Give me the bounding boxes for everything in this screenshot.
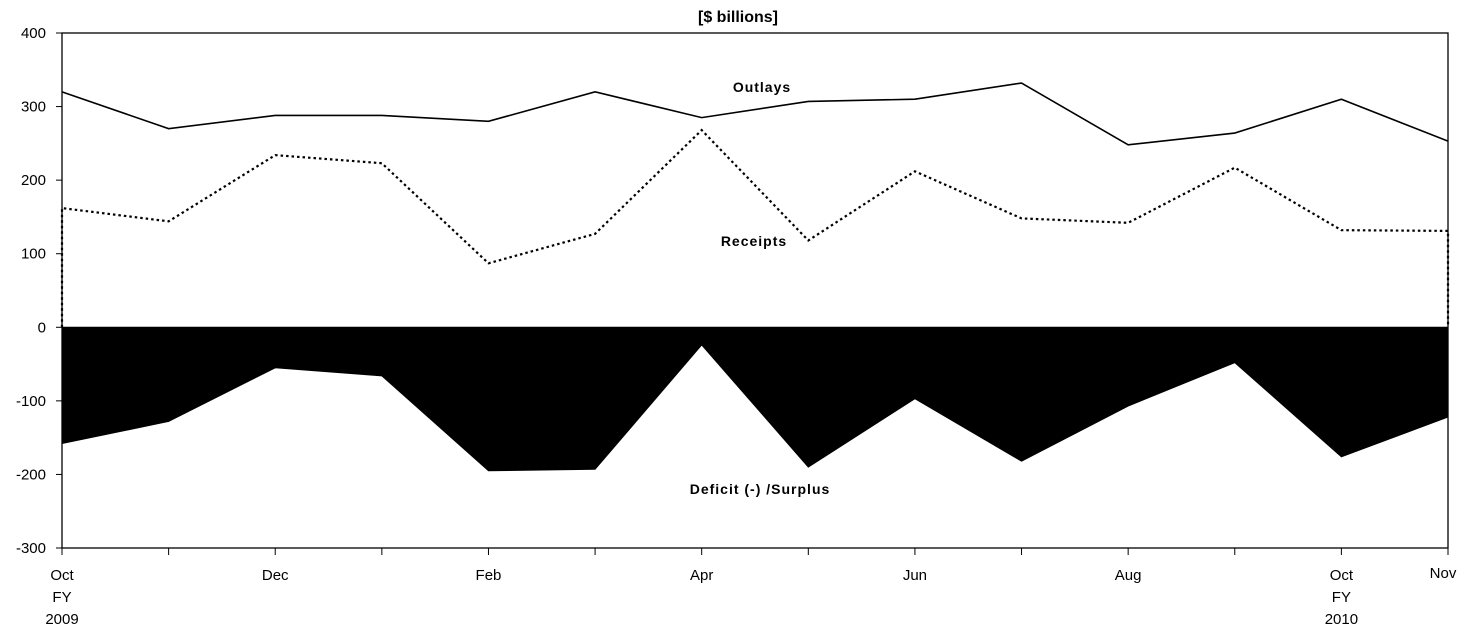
x-tick-label: Nov [1430,565,1457,582]
x-tick-label: Jun [903,567,927,584]
receipts-label: Receipts [721,233,787,249]
x-tick-label: Apr [690,567,713,584]
y-tick-label: -300 [16,540,46,557]
x-tick-label: 2010 [1325,611,1358,628]
y-tick-label: -200 [16,466,46,483]
x-tick-label: Aug [1115,567,1142,584]
y-tick-label: -100 [16,393,46,410]
y-tick-label: 100 [21,246,46,263]
y-tick-label: 200 [21,172,46,189]
x-tick-label: Oct [1330,567,1354,584]
x-tick-label: Dec [262,567,289,584]
outlays-label: Outlays [733,79,791,95]
y-tick-label: 300 [21,99,46,116]
x-tick-label: 2009 [45,611,78,628]
x-tick-label: FY [52,589,71,606]
axes-group: -300 -200 -100 0 100 200 300 400 Oct FY 2009 Dec Feb… [16,25,1457,628]
x-tick-label: Feb [476,567,502,584]
y-tick-label: 0 [38,319,46,336]
plot-frame [61,32,1449,549]
x-tick-label: Oct [50,567,74,584]
outlays-line [61,82,1449,146]
deficit-area-group [61,326,1449,472]
series-lines-group [60,82,1450,328]
deficit-area [61,326,1449,472]
receipts-line [60,128,1450,328]
chart-title: [$ billions] [698,9,778,26]
y-tick-label: 400 [21,25,46,42]
x-tick-label: FY [1332,589,1351,606]
deficit-label: Deficit (-) /Surplus [690,481,831,497]
series-labels-group: Outlays Receipts Deficit (-) /Surplus [690,79,831,497]
